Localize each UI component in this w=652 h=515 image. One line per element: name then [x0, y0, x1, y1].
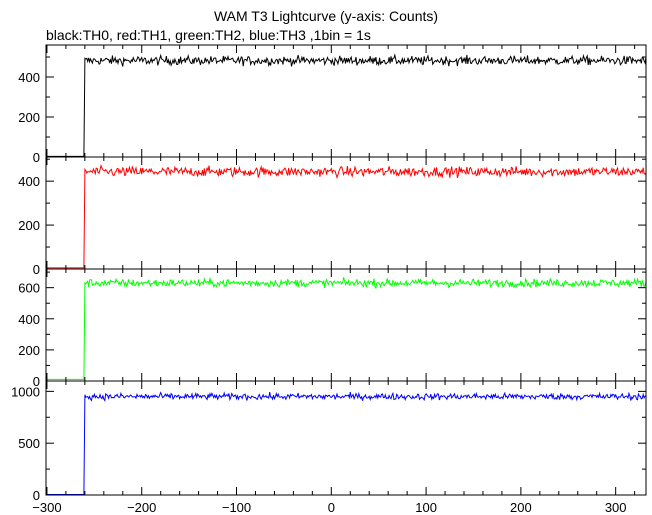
y-tick-label: 200	[18, 110, 40, 125]
series-line-th0	[46, 53, 647, 157]
x-tick-label: 200	[510, 500, 532, 515]
y-tick-label: 0	[33, 262, 40, 277]
x-tick-label: −300	[32, 500, 61, 515]
x-tick-label: 300	[605, 500, 627, 515]
panel-frame-th3	[45, 380, 647, 496]
y-tick-label: 200	[18, 343, 40, 358]
x-tick-label: 0	[328, 500, 335, 515]
x-tick-label: 100	[415, 500, 437, 515]
y-tick-label: 1000	[11, 384, 40, 399]
series-line-th2	[46, 277, 647, 380]
chart-subtitle: black:TH0, red:TH1, green:TH2, blue:TH3 …	[46, 27, 371, 43]
x-tick-label: −200	[127, 500, 156, 515]
y-tick-label: 400	[18, 174, 40, 189]
y-tick-label: 400	[18, 312, 40, 327]
y-tick-label: 600	[18, 281, 40, 296]
x-tick-label: −100	[222, 500, 251, 515]
y-tick-label: 500	[18, 436, 40, 451]
y-tick-label: 200	[18, 218, 40, 233]
chart-title: WAM T3 Lightcurve (y-axis: Counts)	[213, 8, 439, 24]
y-tick-label: 0	[33, 374, 40, 389]
series-line-th1	[46, 164, 647, 269]
panel-frame-th1	[45, 156, 647, 270]
y-tick-label: 0	[33, 150, 40, 165]
series-line-th3	[46, 391, 647, 495]
y-tick-label: 0	[33, 488, 40, 503]
y-tick-label: 400	[18, 70, 40, 85]
